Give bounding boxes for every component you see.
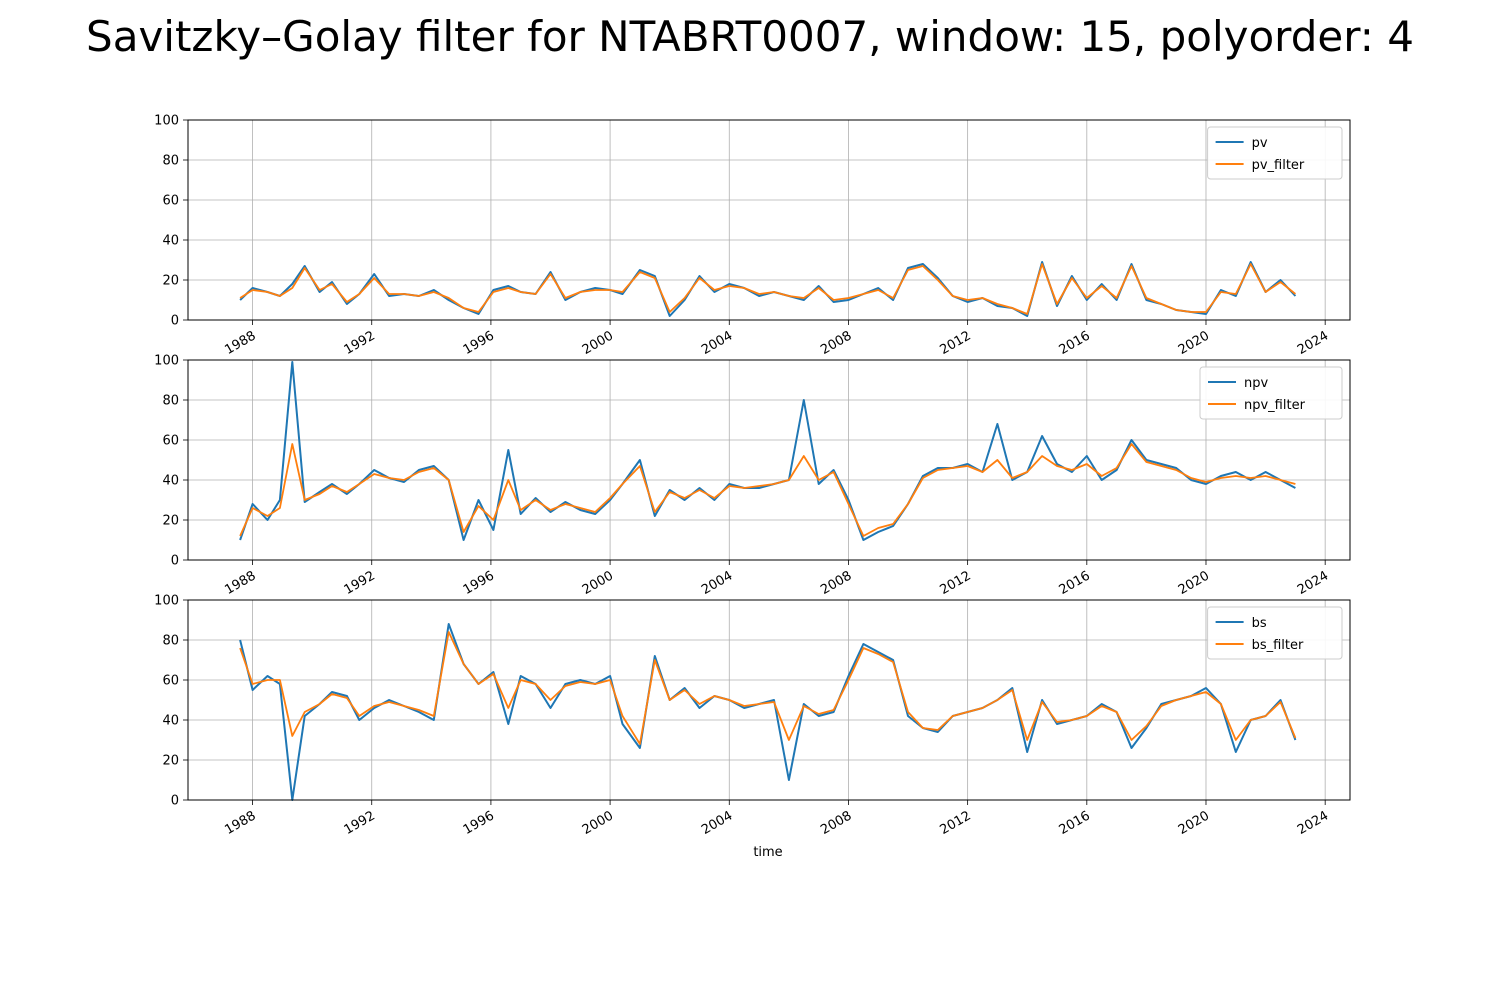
x-tick-label: 2020	[1176, 808, 1212, 838]
panel-2: 0 20 40 60 80 100 1988 1992 1996 2000 2004 2008 2012…	[154, 354, 1351, 598]
legend-box	[1207, 126, 1343, 180]
y-tick-label: 100	[154, 114, 179, 129]
y-tick-label: 60	[162, 194, 179, 209]
panel-3: 0 20 40 60 80 100 1988 1992 1996 2000 2004 2008 2012…	[154, 594, 1351, 860]
legend: npv npv_filter	[1199, 366, 1343, 420]
axes-frame	[187, 119, 1351, 321]
x-tick-label: 2020	[1176, 568, 1212, 598]
legend-label: bs_filter	[1252, 638, 1304, 653]
y-tick-label: 20	[162, 514, 179, 529]
series-line-pv_filter	[239, 263, 1296, 315]
y-tick-label: 40	[162, 234, 179, 249]
y-tick-label: 0	[171, 794, 179, 809]
legend-label: pv_filter	[1252, 158, 1305, 173]
legend-label: pv	[1252, 136, 1268, 151]
x-tick-label: 2012	[937, 568, 973, 598]
series-line-npv	[239, 361, 1296, 541]
axes-frame	[187, 359, 1351, 561]
x-tick-label: 2012	[937, 808, 973, 838]
x-tick-label: 1996	[461, 568, 497, 598]
series-line-bs	[239, 623, 1297, 801]
x-tick-label: 2024	[1295, 808, 1331, 838]
y-tick-label: 100	[154, 594, 179, 609]
x-tick-label: 2000	[580, 568, 616, 598]
panel-1: 0 20 40 60 80 100 1988 1992 1996 2000 2004 2008 2012…	[154, 114, 1351, 358]
y-tick-label: 40	[162, 474, 179, 489]
x-tick-label: 2016	[1057, 568, 1093, 598]
series-line-npv_filter	[239, 443, 1296, 537]
y-tick-label: 80	[162, 634, 179, 649]
y-tick-label: 60	[162, 434, 179, 449]
x-tick-label: 2000	[580, 328, 616, 358]
x-tick-label: 2008	[818, 328, 854, 358]
axes-frame	[187, 599, 1351, 801]
x-tick-label: 2004	[699, 568, 735, 598]
x-tick-label: 2012	[937, 328, 973, 358]
x-tick-label: 2008	[818, 568, 854, 598]
y-tick-label: 100	[154, 354, 179, 369]
legend-box	[1199, 366, 1343, 420]
legend: bs bs_filter	[1207, 606, 1343, 660]
y-tick-label: 80	[162, 394, 179, 409]
x-axis-label: time	[753, 845, 782, 860]
x-tick-label: 2016	[1057, 808, 1093, 838]
x-tick-label: 2024	[1295, 328, 1331, 358]
legend-label: npv	[1244, 376, 1268, 391]
x-tick-label: 2020	[1176, 328, 1212, 358]
legend-box	[1207, 606, 1343, 660]
y-tick-label: 80	[162, 154, 179, 169]
x-tick-label: 1988	[222, 568, 258, 598]
x-tick-label: 2024	[1295, 568, 1331, 598]
y-tick-label: 0	[171, 314, 179, 329]
x-tick-label: 2004	[699, 328, 735, 358]
x-tick-label: 1992	[342, 808, 378, 838]
x-tick-label: 1996	[461, 808, 497, 838]
series-line-bs_filter	[239, 631, 1297, 745]
y-tick-label: 20	[162, 274, 179, 289]
x-tick-label: 2008	[818, 808, 854, 838]
legend-label: bs	[1252, 616, 1267, 631]
x-tick-label: 2000	[580, 808, 616, 838]
y-tick-label: 60	[162, 674, 179, 689]
legend-label: npv_filter	[1244, 398, 1306, 413]
legend: pv pv_filter	[1207, 126, 1343, 180]
y-tick-label: 0	[171, 554, 179, 569]
x-tick-label: 1992	[342, 568, 378, 598]
series-line-pv	[239, 261, 1297, 317]
x-tick-label: 1992	[342, 328, 378, 358]
chart-title: Savitzky–Golay filter for NTABRT0007, wi…	[86, 12, 1414, 61]
y-tick-label: 20	[162, 754, 179, 769]
x-tick-label: 1996	[461, 328, 497, 358]
y-tick-label: 40	[162, 714, 179, 729]
x-tick-label: 2016	[1057, 328, 1093, 358]
x-tick-label: 2004	[699, 808, 735, 838]
x-tick-label: 1988	[222, 808, 258, 838]
x-tick-label: 1988	[222, 328, 258, 358]
